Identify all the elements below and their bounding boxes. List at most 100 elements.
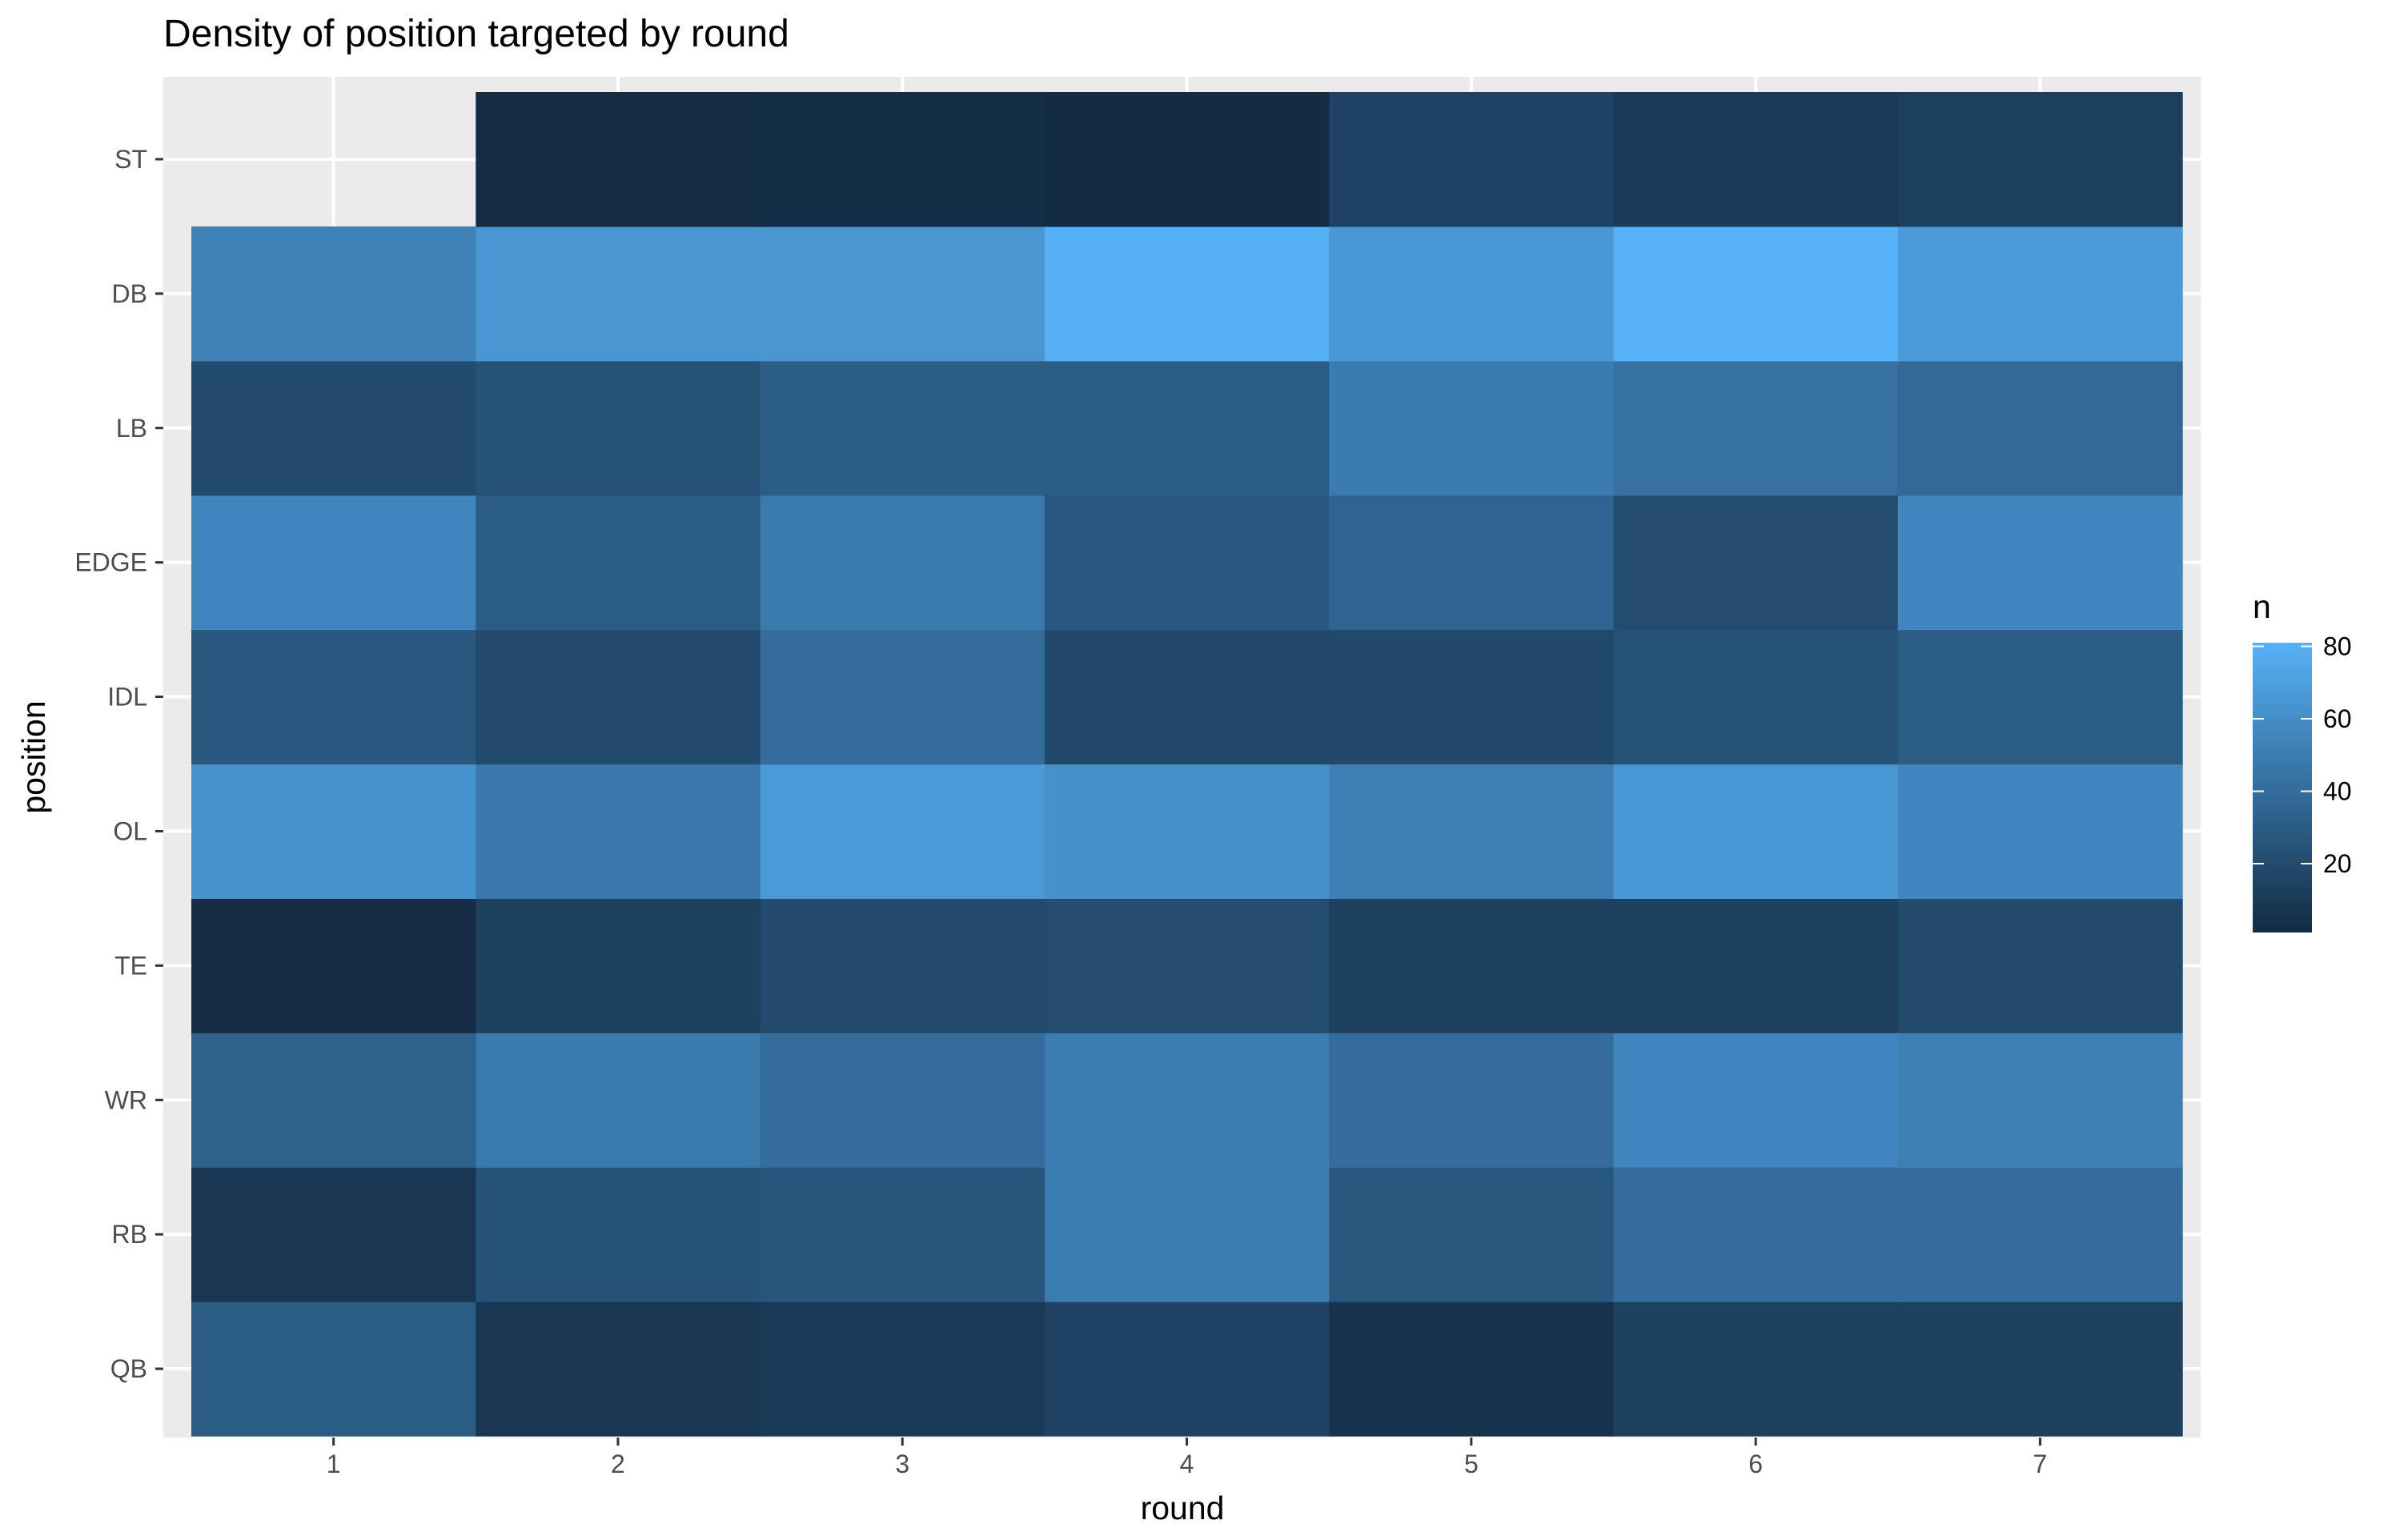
y-tick-label: RB [112, 1220, 147, 1249]
x-tick-label: 3 [895, 1450, 909, 1478]
heatmap-cell [1044, 226, 1330, 362]
heatmap-cell [1329, 1033, 1615, 1168]
heatmap-cell [1329, 226, 1615, 362]
legend-tick-label: 80 [2323, 632, 2352, 661]
heatmap-cell [760, 495, 1046, 631]
heatmap-cell [760, 360, 1046, 496]
y-tick-label: OL [113, 816, 147, 845]
heatmap-cell [1897, 495, 2183, 631]
heatmap-cell [760, 1301, 1046, 1437]
legend-tick-label: 20 [2323, 849, 2352, 878]
x-tick-label: 6 [1748, 1450, 1763, 1478]
heatmap-cell [1329, 898, 1615, 1033]
heatmap-cell [1044, 1301, 1330, 1437]
heatmap-cell [1329, 764, 1615, 899]
heatmap-cell [1897, 92, 2183, 227]
heatmap-cell [1329, 495, 1615, 631]
y-tick-label: WR [105, 1085, 147, 1114]
heatmap-cell [191, 226, 476, 362]
heatmap-cell [760, 226, 1046, 362]
heatmap-cell [1897, 1033, 2183, 1168]
heatmap-cell [1613, 898, 1899, 1033]
heatmap-cell [1897, 898, 2183, 1033]
heatmap-tiles [191, 92, 2183, 1437]
heatmap-cell [1044, 1167, 1330, 1302]
heatmap-cell [191, 629, 476, 765]
y-tick-label: ST [114, 145, 147, 174]
heatmap-cell [1613, 629, 1899, 765]
heatmap-cell [191, 898, 476, 1033]
y-tick-label: LB [116, 414, 147, 443]
heatmap-cell [476, 1301, 761, 1437]
heatmap-cell [191, 764, 476, 899]
heatmap-cell [1897, 226, 2183, 362]
y-tick-label: EDGE [74, 548, 147, 577]
heatmap-cell [1897, 1167, 2183, 1302]
heatmap-cell [1613, 92, 1899, 227]
legend: n 20 40 60 80 [2253, 588, 2352, 932]
heatmap-cell [1613, 495, 1899, 631]
heatmap-cell [1897, 629, 2183, 765]
heatmap-cell [1613, 1033, 1899, 1168]
heatmap-cell [191, 1033, 476, 1168]
heatmap-cell [1613, 360, 1899, 496]
heatmap-cell [1897, 764, 2183, 899]
heatmap-cell [476, 1033, 761, 1168]
heatmap-cell [191, 360, 476, 496]
y-tick-label: IDL [107, 683, 147, 712]
heatmap-cell [760, 1033, 1046, 1168]
heatmap-cell [760, 1167, 1046, 1302]
heatmap-cell [476, 495, 761, 631]
legend-tick-label: 40 [2323, 777, 2352, 806]
heatmap-cell [1044, 898, 1330, 1033]
heatmap-cell [1613, 226, 1899, 362]
legend-colorbar [2253, 643, 2312, 932]
heatmap-cell [1897, 1301, 2183, 1437]
x-tick-label: 1 [327, 1450, 341, 1478]
heatmap-cell [1044, 1033, 1330, 1168]
heatmap-cell [1044, 495, 1330, 631]
x-axis-title: round [1141, 1490, 1225, 1526]
heatmap-cell [1329, 1301, 1615, 1437]
heatmap-cell [1044, 629, 1330, 765]
y-axis-title: position [15, 700, 52, 813]
y-tick-label: DB [112, 279, 147, 308]
heatmap-cell [191, 495, 476, 631]
heatmap-cell [476, 764, 761, 899]
heatmap-cell [760, 898, 1046, 1033]
heatmap-cell [1044, 92, 1330, 227]
heatmap-cell [1897, 360, 2183, 496]
legend-tick-label: 60 [2323, 704, 2352, 733]
heatmap-cell [1329, 360, 1615, 496]
heatmap-cell [476, 898, 761, 1033]
heatmap-cell [1044, 764, 1330, 899]
x-axis: 1 2 3 4 5 6 7 [327, 1438, 2048, 1478]
heatmap-cell [1329, 92, 1615, 227]
x-tick-label: 5 [1464, 1450, 1479, 1478]
y-tick-label: TE [114, 951, 147, 980]
heatmap-cell [476, 1167, 761, 1302]
y-axis: QB RB WR TE OL IDL EDGE LB DB ST [74, 145, 163, 1383]
heatmap-cell [1613, 1167, 1899, 1302]
x-tick-label: 4 [1180, 1450, 1194, 1478]
heatmap-cell [191, 1301, 476, 1437]
x-tick-label: 7 [2033, 1450, 2048, 1478]
y-tick-label: QB [110, 1354, 147, 1383]
heatmap-cell [1044, 360, 1330, 496]
heatmap-cell [1329, 1167, 1615, 1302]
heatmap-cell [191, 1167, 476, 1302]
chart-title: Density of position targeted by round [163, 13, 789, 55]
heatmap-cell [476, 629, 761, 765]
heatmap-cell [1613, 1301, 1899, 1437]
heatmap-cell [1329, 629, 1615, 765]
heatmap-cell [760, 92, 1046, 227]
x-tick-label: 2 [611, 1450, 625, 1478]
legend-ticks: 20 40 60 80 [2253, 632, 2352, 878]
heatmap-cell [760, 629, 1046, 765]
heatmap-cell [1613, 764, 1899, 899]
heatmap-cell [476, 226, 761, 362]
legend-title: n [2253, 588, 2271, 625]
heatmap-cell [760, 764, 1046, 899]
heatmap-cell [476, 92, 761, 227]
